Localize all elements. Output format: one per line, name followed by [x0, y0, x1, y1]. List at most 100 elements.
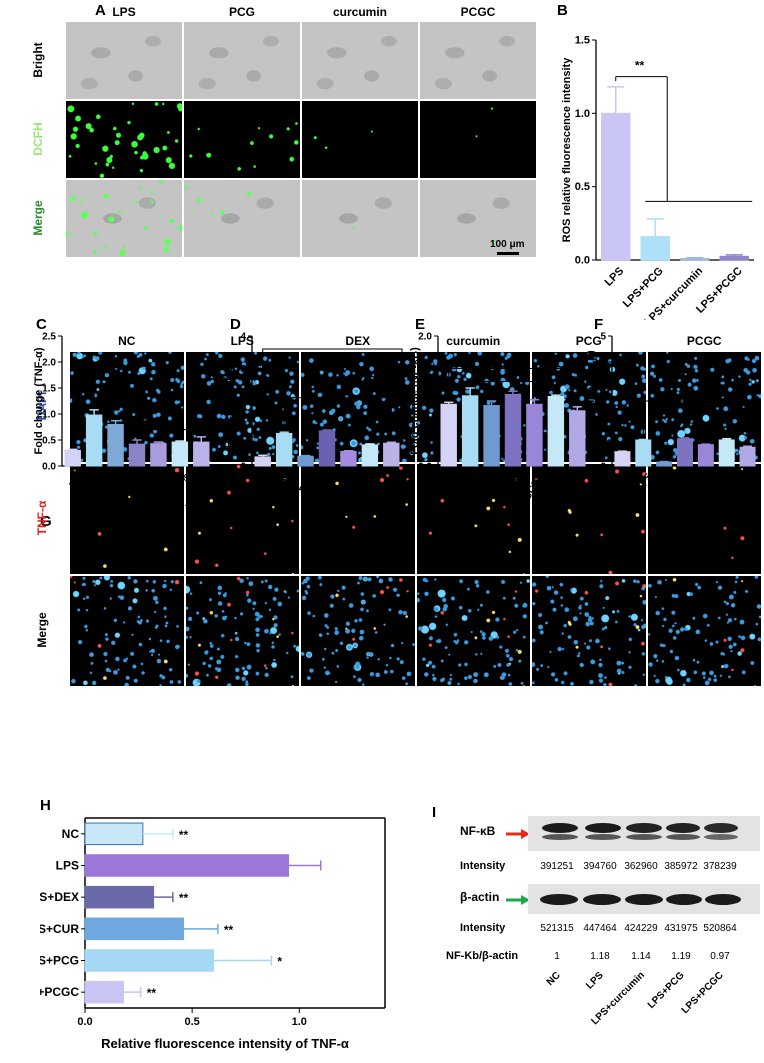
nfkb-blot [528, 816, 760, 851]
panel-g-image [185, 576, 299, 686]
bar [676, 438, 694, 467]
bar [64, 449, 81, 467]
sig-label: ** [80, 386, 88, 397]
bar [635, 439, 652, 467]
panel-g-col-1: LPS [230, 334, 254, 348]
panel-a-row-0: Bright [31, 41, 45, 78]
green-arrow-icon [506, 892, 530, 905]
y-tick-label: 1.0 [575, 108, 590, 120]
panel-label-f: F [594, 316, 604, 333]
x-tick-label: PCG [504, 471, 524, 495]
y-tick-label: 3 [600, 384, 606, 395]
panel-g-image [532, 576, 646, 686]
panel-g-image [416, 576, 530, 686]
panel-label-e: E [415, 316, 426, 333]
actin-intensity-value: 521315 [540, 923, 574, 934]
y-tick-label: 4 [240, 332, 246, 343]
panel-label-c: C [36, 316, 47, 333]
y-tick-label: 0.0 [575, 255, 590, 267]
panel-a-image [184, 101, 300, 178]
bar [504, 394, 522, 467]
bar [614, 451, 631, 467]
y-tick-label: LPS+DEX [40, 890, 79, 904]
nfkb-intensity-value: 362960 [624, 861, 658, 872]
bar [128, 443, 146, 467]
y-axis-label: Fold change (NF-κB) [409, 347, 421, 455]
y-tick-label: 2 [240, 397, 246, 408]
ratio-label: NF-Kb/β-actin [446, 950, 519, 962]
panel-a-col-3: PCGC [460, 5, 496, 19]
sig-bracket [469, 381, 578, 401]
x-tick-label: PCG [676, 471, 696, 495]
panel-g-image [70, 576, 184, 686]
sig-bracket [262, 348, 403, 453]
nfkb-label: NF-κB [460, 824, 496, 838]
sig-bracket [642, 400, 749, 443]
y-axis-label: ROS relative fluorescence intensity [561, 57, 573, 243]
panel-a-image [302, 180, 418, 257]
x-tick-label: NC [258, 472, 275, 490]
bar [601, 112, 631, 261]
panel-a-scalebar [497, 252, 519, 255]
panel-a-image [66, 101, 182, 178]
actin-intensity-value: 520864 [703, 923, 737, 934]
bar [84, 885, 155, 909]
panel-a-col-2: curcumin [332, 5, 387, 19]
y-tick-label: 1 [600, 436, 606, 447]
panel-label-g: G [40, 513, 52, 530]
panel-a-image [184, 22, 300, 99]
bar [193, 441, 210, 467]
bar [297, 455, 314, 467]
x-axis-label: Relative fluorescence intensity of TNF-α [101, 1036, 349, 1051]
panel-label-h: H [40, 797, 51, 814]
panel-label-a: A [95, 2, 106, 19]
nfkb-intensity-value: 394760 [583, 861, 617, 872]
y-tick-label: 1.0 [418, 397, 432, 408]
bar [440, 403, 457, 467]
bar [718, 439, 735, 467]
ratio-value: 1.18 [590, 951, 610, 962]
sig-label: * [532, 370, 537, 382]
panel-g-image [70, 464, 184, 574]
bar [719, 255, 749, 261]
actin-blot [528, 884, 760, 914]
y-tick-label: 0.5 [42, 436, 56, 447]
panel-g-col-5: PCGC [686, 334, 722, 348]
bar [483, 405, 500, 467]
panel-a-image [66, 180, 182, 257]
x-tick-label: 1.0 [292, 1016, 307, 1028]
sig-bracket [93, 377, 146, 430]
y-tick-label: 1.5 [418, 364, 432, 375]
y-tick-label: 0 [600, 462, 606, 473]
x-tick-label: LPS [87, 471, 106, 494]
x-tick-label: DEX [483, 471, 503, 495]
bar [526, 403, 543, 467]
y-tick-label: 1 [240, 429, 246, 440]
x-tick-label: PCG [318, 471, 338, 495]
intensity-label-2: Intensity [460, 922, 506, 934]
sig-label: ** [120, 365, 128, 376]
panel-label-i: I [432, 804, 437, 821]
y-tick-label: NC [62, 827, 80, 841]
panel-g-col-3: curcumin [446, 334, 501, 348]
panel-g-image [301, 464, 415, 574]
bar [171, 441, 189, 467]
nfkb-intensity-value: 385972 [664, 861, 698, 872]
x-tick-label: DEX [107, 471, 127, 495]
bar [275, 433, 293, 467]
panel-g-scalebar-label: 500 μm [720, 768, 752, 778]
y-tick-label: 2.5 [42, 332, 56, 343]
ratio-value: 1.14 [631, 951, 651, 962]
sig-label: ** [179, 891, 189, 905]
panel-a-row-1: DCFH [31, 121, 45, 156]
panel-g-row-2: Merge [35, 612, 49, 648]
y-tick-label: 1.0 [42, 410, 56, 421]
bar [383, 442, 400, 467]
panel-g-image [647, 464, 761, 574]
y-tick-label: 1.5 [42, 384, 56, 395]
bar [340, 450, 357, 467]
ratio-value: 0.97 [710, 951, 730, 962]
